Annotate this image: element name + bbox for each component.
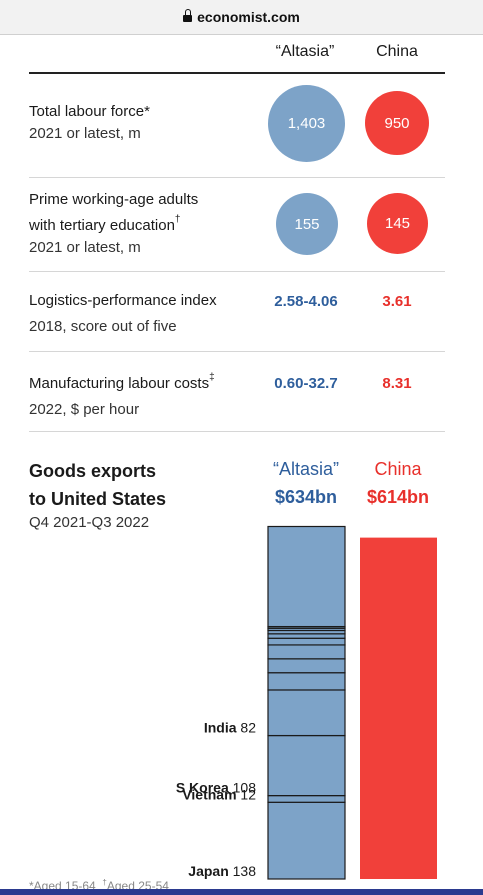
- value-china-manufacturing: 8.31: [382, 375, 412, 392]
- goods-header-china: China $614bn: [366, 459, 430, 507]
- row-label-labour-force: Total labour force* 2021 or latest, m: [29, 101, 150, 145]
- footnote-mark: †: [174, 214, 181, 225]
- column-header-china: China: [376, 43, 418, 60]
- row-title-line2: with tertiary education†: [29, 214, 181, 234]
- row-title: Logistics-performance index: [29, 292, 217, 309]
- value-china-logistics: 3.61: [382, 293, 412, 310]
- china-bar: [360, 537, 437, 879]
- row-subtitle: 2018, score out of five: [29, 318, 177, 335]
- row-subtitle: 2021 or latest, m: [29, 239, 141, 256]
- bubble-china-tertiary: 145: [367, 193, 428, 254]
- row-title: Manufacturing labour costs‡: [29, 372, 215, 392]
- row-label-tertiary: Prime working-age adults with tertiary e…: [29, 189, 198, 259]
- segment-label-s-korea: S Korea 108: [176, 780, 256, 796]
- address-bar[interactable]: economist.com: [0, 0, 483, 35]
- segment-label-japan: Japan 138: [188, 863, 256, 879]
- segment-label-india: India 82: [204, 720, 256, 736]
- altasia-segment-other: [267, 625, 346, 629]
- altasia-segment-other: [267, 629, 346, 635]
- bubble-altasia-labour: 1,403: [268, 85, 345, 162]
- goods-exports-title: Goods exports to United States: [29, 461, 167, 509]
- altasia-segment-other: [267, 658, 346, 674]
- altasia-segment-other: [267, 633, 346, 639]
- row-divider: [29, 177, 445, 178]
- altasia-segment-other: [267, 672, 346, 691]
- altasia-segment-other: [267, 525, 346, 628]
- value-altasia-logistics: 2.58-4.06: [274, 293, 338, 310]
- bubble-china-labour: 950: [365, 91, 429, 155]
- url-text: economist.com: [197, 9, 300, 25]
- column-header-altasia: “Altasia”: [275, 43, 335, 60]
- bubble-altasia-tertiary: 155: [276, 193, 338, 255]
- goods-exports-subtitle: Q4 2021-Q3 2022: [29, 514, 150, 531]
- row-divider: [29, 431, 445, 432]
- row-title: Prime working-age adults: [29, 191, 199, 208]
- header-rule: [29, 72, 445, 74]
- bottom-bar: [0, 889, 483, 895]
- row-subtitle: 2022, $ per hour: [29, 401, 140, 418]
- value-altasia-manufacturing: 0.60-32.7: [274, 375, 338, 392]
- row-title: Total labour force*: [29, 103, 150, 120]
- altasia-segment-india: [267, 689, 346, 737]
- goods-header-altasia: “Altasia” $634bn: [272, 459, 339, 507]
- altasia-segment-japan: [267, 801, 346, 880]
- lock-icon: [183, 9, 193, 23]
- altasia-segment-other: [267, 644, 346, 660]
- row-subtitle: 2021 or latest, m: [29, 125, 141, 142]
- footnote-mark: ‡: [209, 372, 215, 383]
- row-divider: [29, 351, 445, 352]
- altasia-segment-other: [267, 637, 346, 646]
- altasia-segment-s-korea: [267, 734, 346, 797]
- altasia-segment-other: [267, 627, 346, 632]
- row-divider: [29, 271, 445, 272]
- segment-label-vietnam: Vietnam 12: [182, 786, 256, 802]
- altasia-segment-vietnam: [267, 794, 346, 803]
- row-label-logistics: Logistics-performance index 2018, score …: [29, 290, 217, 338]
- row-label-manufacturing: Manufacturing labour costs‡ 2022, $ per …: [29, 369, 215, 421]
